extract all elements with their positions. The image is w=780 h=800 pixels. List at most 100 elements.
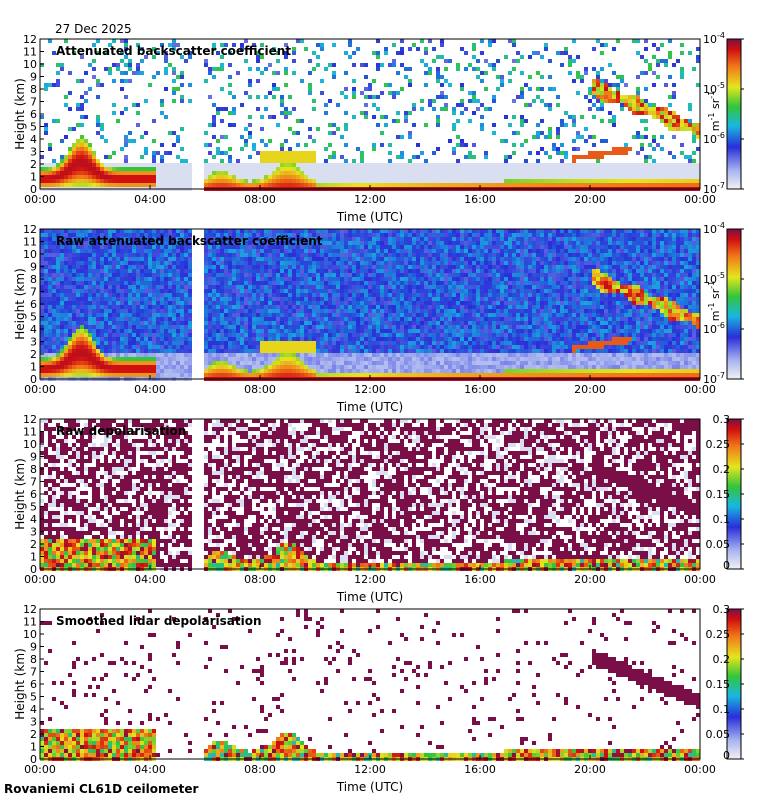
heatmap-cell	[88, 253, 92, 257]
heatmap-cell	[232, 167, 236, 171]
heatmap-cell	[96, 361, 100, 365]
heatmap-cell	[92, 297, 96, 301]
heatmap-cell	[136, 103, 140, 107]
heatmap-cell	[564, 51, 568, 55]
heatmap-cell	[44, 353, 48, 357]
heatmap-cell	[616, 171, 620, 175]
heatmap-cell	[408, 131, 412, 135]
heatmap-cell	[280, 277, 284, 281]
heatmap-cell	[420, 39, 424, 43]
heatmap-cell	[188, 353, 192, 357]
heatmap-cell	[280, 321, 284, 325]
heatmap-cell	[324, 273, 328, 277]
heatmap-cell	[272, 333, 276, 337]
heatmap-cell	[316, 289, 320, 293]
heatmap-cell	[188, 337, 192, 341]
heatmap-cell	[548, 107, 552, 111]
heatmap-cell	[240, 265, 244, 269]
heatmap-cell	[136, 333, 140, 337]
heatmap-cell	[160, 293, 164, 297]
heatmap-cell	[304, 357, 308, 361]
heatmap-cell	[100, 233, 104, 237]
heatmap-cell	[680, 143, 684, 147]
heatmap-cell	[648, 63, 652, 67]
heatmap-cell	[268, 361, 272, 365]
heatmap-cell	[208, 337, 212, 341]
heatmap-cell	[216, 229, 220, 233]
heatmap-cell	[500, 75, 504, 79]
heatmap-cell	[312, 175, 316, 179]
heatmap-cell	[292, 309, 296, 313]
heatmap-cell	[208, 313, 212, 317]
heatmap-cell	[100, 313, 104, 317]
heatmap-cell	[248, 337, 252, 341]
heatmap-cell	[176, 373, 180, 377]
heatmap-cell	[272, 325, 276, 329]
heatmap-cell	[40, 281, 44, 285]
heatmap-cell	[580, 135, 584, 139]
heatmap-cell	[312, 373, 316, 377]
chart-panel-2: Raw attenuated backscatter coefficient01…	[13, 221, 744, 414]
heatmap-cell	[76, 159, 80, 163]
heatmap-cell	[276, 341, 280, 345]
heatmap-cell	[436, 55, 440, 59]
heatmap-cell	[656, 167, 660, 171]
heatmap-cell	[472, 179, 476, 183]
heatmap-cell	[248, 131, 252, 135]
heatmap-cell	[216, 67, 220, 71]
heatmap-cell	[76, 365, 80, 369]
heatmap-cell	[64, 167, 68, 171]
heatmap-cell	[276, 349, 280, 353]
heatmap-cell	[260, 309, 264, 313]
heatmap-cell	[148, 349, 152, 353]
heatmap-cell	[128, 289, 132, 293]
heatmap-cell	[64, 257, 68, 261]
heatmap-cell	[52, 237, 56, 241]
heatmap-cell	[136, 297, 140, 301]
heatmap-cell	[288, 333, 292, 337]
heatmap-cell	[180, 309, 184, 313]
heatmap-cell	[260, 249, 264, 253]
heatmap-cell	[404, 119, 408, 123]
heatmap-cell	[264, 325, 268, 329]
heatmap-cell	[276, 245, 280, 249]
heatmap-cell	[120, 253, 124, 257]
heatmap-cell	[240, 43, 244, 47]
heatmap-cell	[68, 273, 72, 277]
heatmap-cell	[248, 233, 252, 237]
heatmap-cell	[232, 345, 236, 349]
heatmap-cell	[616, 87, 620, 91]
heatmap-cell	[188, 229, 192, 233]
heatmap-cell	[472, 143, 476, 147]
heatmap-cell	[512, 151, 516, 155]
heatmap-cell	[436, 79, 440, 83]
heatmap-cell	[112, 305, 116, 309]
heatmap-cell	[104, 269, 108, 273]
heatmap-cell	[84, 269, 88, 273]
heatmap-cell	[92, 373, 96, 377]
heatmap-cell	[616, 83, 620, 87]
heatmap-cell	[652, 115, 656, 119]
heatmap-cell	[300, 285, 304, 289]
heatmap-cell	[184, 293, 188, 297]
heatmap-cell	[232, 273, 236, 277]
heatmap-cell	[156, 373, 160, 377]
heatmap-cell	[232, 95, 236, 99]
heatmap-cell	[120, 369, 124, 373]
heatmap-cell	[152, 179, 156, 183]
heatmap-cell	[664, 179, 668, 183]
heatmap-cell	[644, 155, 648, 159]
heatmap-cell	[320, 241, 324, 245]
heatmap-cell	[296, 313, 300, 317]
heatmap-cell	[620, 179, 624, 183]
heatmap-cell	[256, 265, 260, 269]
heatmap-cell	[216, 333, 220, 337]
heatmap-cell	[212, 373, 216, 377]
heatmap-cell	[332, 369, 336, 373]
heatmap-cell	[72, 183, 76, 187]
heatmap-cell	[160, 155, 164, 159]
heatmap-cell	[80, 103, 84, 107]
heatmap-cell	[160, 369, 164, 373]
heatmap-cell	[448, 83, 452, 87]
heatmap-cell	[124, 353, 128, 357]
